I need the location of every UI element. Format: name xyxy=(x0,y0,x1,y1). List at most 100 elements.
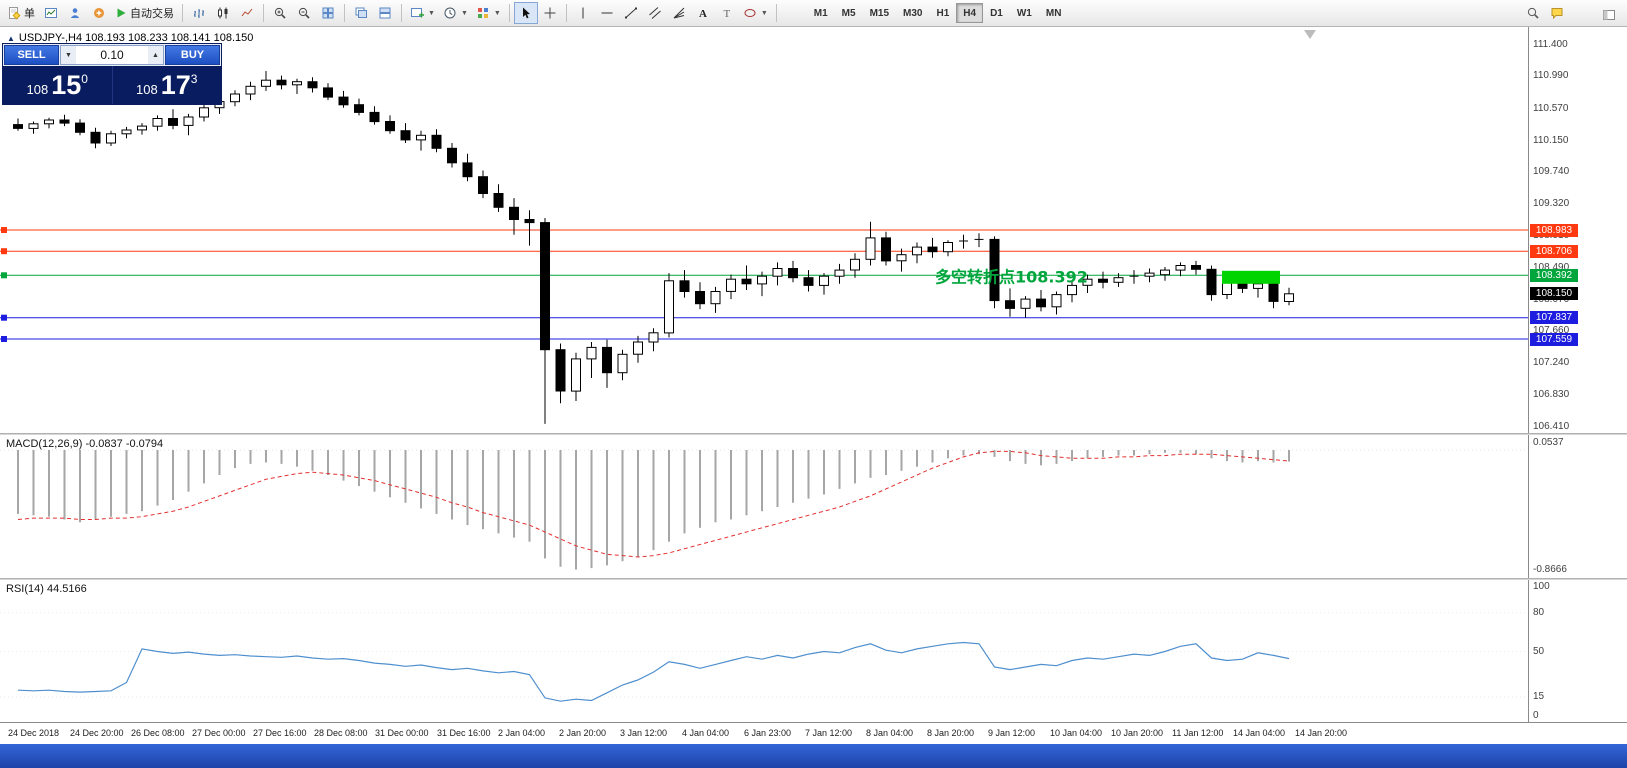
text-button[interactable]: A xyxy=(691,2,715,24)
templates-button[interactable]: ▼ xyxy=(472,2,505,24)
zoom-in-icon xyxy=(274,7,286,19)
fibonacci-icon xyxy=(673,7,685,19)
search-button[interactable] xyxy=(1521,2,1545,24)
time-axis[interactable]: 24 Dec 2018 24 Dec 20:00 26 Dec 08:00 27 De… xyxy=(0,722,1627,744)
chart-ohlc-text: USDJPY-,H4 108.193 108.233 108.141 108.1… xyxy=(18,32,254,44)
macd-indicator-panel[interactable]: MACD(12,26,9) -0.0837 -0.0794 xyxy=(0,435,1528,578)
timeframe-H4[interactable]: H4 xyxy=(956,3,984,23)
buy-price[interactable]: 108 17 3 xyxy=(113,66,222,104)
price-badge: 108.150 xyxy=(1530,287,1578,301)
scale-label: 15 xyxy=(1533,690,1545,702)
scale-label: 108.490 xyxy=(1533,261,1570,273)
scale-label: 109.320 xyxy=(1533,198,1570,210)
timeframe-M30[interactable]: M30 xyxy=(896,3,929,23)
trade-panel-top-row: SELL ▼ ▲ BUY xyxy=(3,44,221,66)
time-label: 10 Jan 04:00 xyxy=(1050,728,1103,738)
candlestick-chart-button[interactable] xyxy=(211,2,235,24)
scale-label: 110.570 xyxy=(1533,102,1569,114)
time-label: 3 Jan 12:00 xyxy=(620,728,668,738)
dropdown-arrow: ▼ xyxy=(460,9,468,17)
scale-label: 106.410 xyxy=(1533,420,1570,432)
toolbar-separator xyxy=(344,4,345,22)
tile-windows-button[interactable] xyxy=(316,2,340,24)
scale-label: 110.990 xyxy=(1533,70,1569,82)
panel-separator[interactable] xyxy=(0,578,1627,580)
timeframe-MN[interactable]: MN xyxy=(1039,3,1069,23)
panel-toggle-button[interactable] xyxy=(1597,4,1621,26)
scale-label: 0 xyxy=(1533,710,1539,721)
shapes-icon xyxy=(744,9,756,17)
time-label: 8 Jan 20:00 xyxy=(927,728,975,738)
horizontal-line-button[interactable] xyxy=(595,2,619,24)
new-order-button[interactable]: 单 xyxy=(3,2,39,24)
bar-chart-button[interactable] xyxy=(187,2,211,24)
zoom-out-button[interactable] xyxy=(292,2,316,24)
time-label: 8 Jan 04:00 xyxy=(866,728,914,738)
buy-button[interactable]: BUY xyxy=(165,45,220,65)
time-label: 27 Dec 16:00 xyxy=(253,728,307,738)
toolbar-separator xyxy=(263,4,264,22)
shapes-button[interactable]: ▼ xyxy=(739,2,772,24)
cursor-button[interactable] xyxy=(513,2,538,24)
timeframe-W1[interactable]: W1 xyxy=(1010,3,1039,23)
sell-price-pips: 15 xyxy=(51,69,82,100)
sell-price[interactable]: 108 15 0 xyxy=(3,66,113,104)
rsi-indicator-panel[interactable]: RSI(14) 44.5166 xyxy=(0,580,1528,722)
panel-toggle-icon xyxy=(1603,10,1615,20)
volume-decrease-button[interactable]: ▼ xyxy=(61,46,76,64)
scale-label: 106.830 xyxy=(1533,388,1570,400)
zoom-out-icon xyxy=(298,7,310,19)
text-label-icon: T xyxy=(723,8,730,20)
line-chart-button[interactable] xyxy=(235,2,259,24)
channel-button[interactable] xyxy=(643,2,667,24)
scale-label: 0.0537 xyxy=(1533,436,1564,448)
vertical-line-button[interactable] xyxy=(571,2,595,24)
periods-button[interactable]: ▼ xyxy=(439,2,472,24)
price-chart-panel[interactable]: 多空转折点108.392 ▲ USDJPY-,H4 108.193 108.233… xyxy=(0,27,1528,433)
arrange-windows-button[interactable] xyxy=(373,2,397,24)
profiles-button[interactable] xyxy=(63,2,87,24)
dropdown-arrow: ▼ xyxy=(428,9,435,17)
chart-header: ▲ USDJPY-,H4 108.193 108.233 108.141 108.… xyxy=(7,32,253,44)
timeframe-M1[interactable]: M1 xyxy=(807,3,835,23)
macd-header: MACD(12,26,9) -0.0837 -0.0794 xyxy=(6,438,164,450)
sell-button[interactable]: SELL xyxy=(4,45,59,65)
charts-button[interactable] xyxy=(39,2,63,24)
new-chart-button[interactable]: ▼ xyxy=(406,2,439,24)
panel-separator[interactable] xyxy=(0,433,1627,435)
community-button[interactable] xyxy=(87,2,111,24)
scale-label: -0.8666 xyxy=(1533,564,1567,576)
zoom-in-button[interactable] xyxy=(268,2,292,24)
trendline-button[interactable] xyxy=(619,2,643,24)
fibonacci-button[interactable] xyxy=(667,2,691,24)
price-scale[interactable]: 111.400 110.990 110.570 110.150 109.740 109.3… xyxy=(1528,27,1627,744)
timeframe-H1[interactable]: H1 xyxy=(929,3,956,23)
timeframe-M5[interactable]: M5 xyxy=(835,3,863,23)
time-label: 14 Jan 20:00 xyxy=(1295,728,1348,738)
scale-label: 107.660 xyxy=(1533,325,1570,337)
time-label: 4 Jan 04:00 xyxy=(682,728,730,738)
time-label: 24 Dec 20:00 xyxy=(70,728,124,738)
text-label-button[interactable]: T xyxy=(715,2,739,24)
volume-increase-button[interactable]: ▲ xyxy=(148,46,163,64)
scale-label: 107.240 xyxy=(1533,357,1570,369)
autotrade-play-icon xyxy=(117,8,126,18)
one-click-collapse-arrow[interactable]: ▲ xyxy=(7,34,15,43)
timeframe-D1[interactable]: D1 xyxy=(983,3,1010,23)
trade-panel-price-row: 108 15 0 108 17 3 xyxy=(3,66,221,104)
time-label: 31 Dec 16:00 xyxy=(437,728,491,738)
chat-button[interactable] xyxy=(1545,2,1569,24)
price-chart-canvas[interactable]: 多空转折点108.392 xyxy=(0,27,1528,433)
taskbar xyxy=(0,744,1627,768)
scale-label: 110.150 xyxy=(1533,134,1569,146)
time-label: 27 Dec 00:00 xyxy=(192,728,246,738)
timeframe-M15[interactable]: M15 xyxy=(863,3,896,23)
autotrade-button[interactable]: 自动交易 xyxy=(111,2,178,24)
volume-input[interactable] xyxy=(76,46,148,64)
timeframe-buttons: M1 M5 M15 M30 H1 H4 D1 W1 MN xyxy=(807,3,1069,23)
crosshair-button[interactable] xyxy=(538,2,562,24)
scale-label: 100 xyxy=(1533,581,1550,592)
time-label: 7 Jan 12:00 xyxy=(805,728,853,738)
cascade-windows-button[interactable] xyxy=(349,2,373,24)
